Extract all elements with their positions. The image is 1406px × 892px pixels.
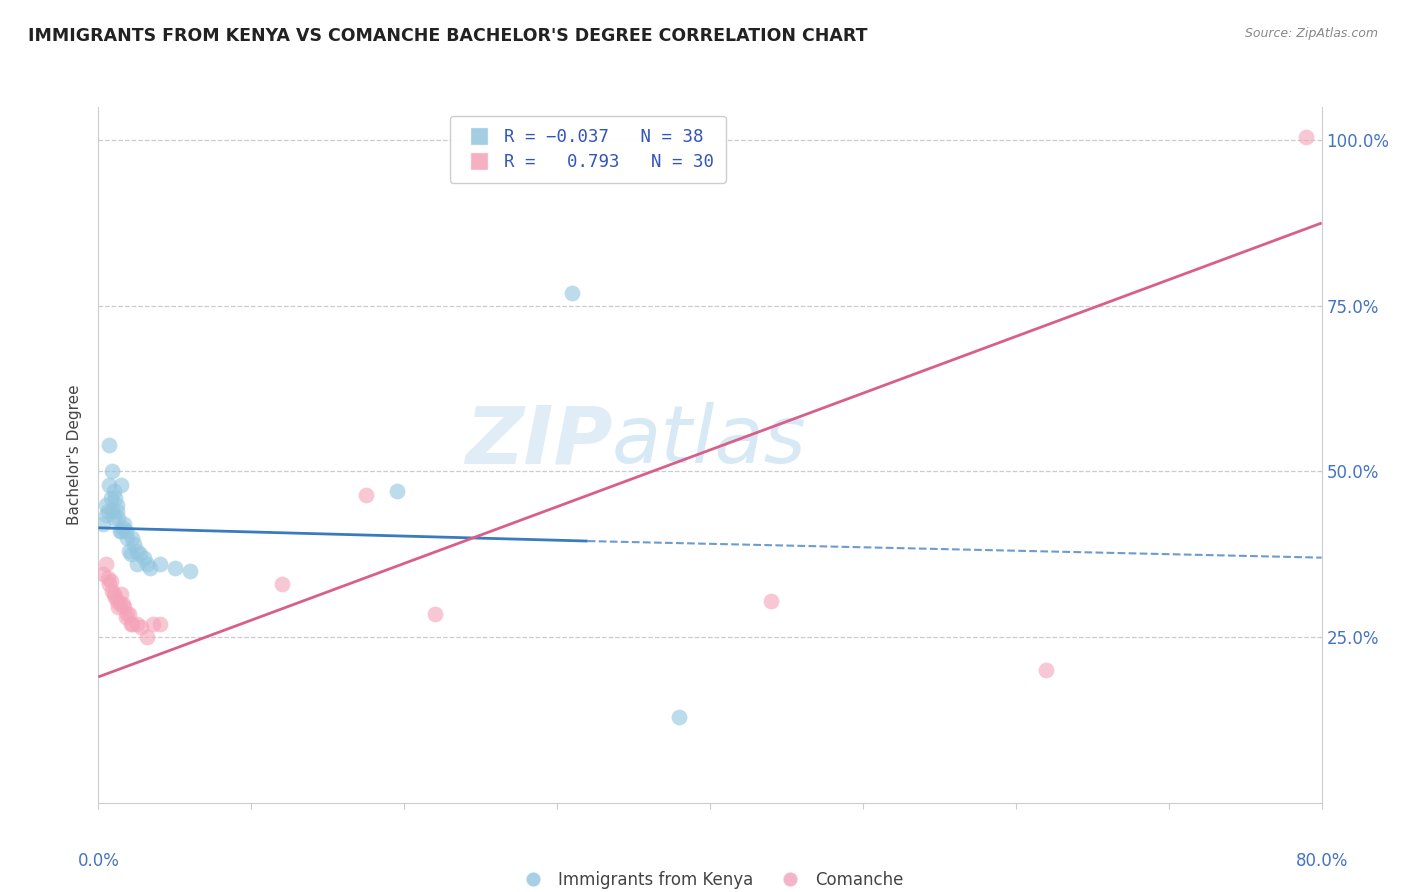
Point (103, 484, 125, 499)
Point (94, 508, 117, 522)
Point (125, 558, 148, 572)
Point (136, 630, 159, 644)
Text: Source: ZipAtlas.com: Source: ZipAtlas.com (1244, 27, 1378, 40)
Point (149, 616, 172, 631)
Point (97, 570, 120, 584)
Point (112, 517, 135, 532)
Point (1035, 663, 1057, 677)
Point (110, 477, 132, 491)
Point (91, 567, 114, 582)
Point (121, 531, 143, 545)
Point (101, 465, 124, 479)
Text: ZIP: ZIP (465, 402, 612, 480)
Point (117, 531, 139, 545)
Point (759, 593, 782, 607)
Point (105, 498, 128, 512)
Point (270, 577, 292, 591)
Legend: Immigrants from Kenya, Comanche: Immigrants from Kenya, Comanche (510, 864, 910, 892)
Y-axis label: Bachelor's Degree: Bachelor's Degree (67, 384, 83, 525)
Point (112, 600, 135, 615)
Point (100, 491, 122, 505)
Point (101, 504, 124, 518)
Point (98, 577, 121, 591)
Point (561, 285, 583, 300)
Point (125, 544, 148, 558)
Point (100, 574, 122, 588)
Point (115, 524, 138, 538)
Point (163, 560, 186, 574)
Point (179, 564, 201, 578)
Point (107, 511, 129, 525)
Point (97, 504, 120, 518)
Point (108, 524, 131, 538)
Point (111, 521, 134, 535)
Point (104, 591, 127, 605)
Point (354, 488, 377, 502)
Point (385, 484, 408, 499)
Point (104, 491, 127, 505)
Text: IMMIGRANTS FROM KENYA VS COMANCHE BACHELOR'S DEGREE CORRELATION CHART: IMMIGRANTS FROM KENYA VS COMANCHE BACHEL… (28, 27, 868, 45)
Point (105, 593, 128, 607)
Point (101, 583, 124, 598)
Point (136, 558, 159, 572)
Point (120, 547, 142, 561)
Point (103, 511, 125, 525)
Point (120, 616, 142, 631)
Point (108, 597, 131, 611)
Point (118, 607, 141, 621)
Point (142, 616, 165, 631)
Point (668, 709, 690, 723)
Point (98, 477, 121, 491)
Point (134, 550, 156, 565)
Text: atlas: atlas (612, 402, 807, 480)
Point (129, 620, 152, 634)
Text: 80.0%: 80.0% (1295, 853, 1348, 871)
Point (111, 597, 134, 611)
Point (115, 610, 138, 624)
Point (118, 544, 141, 558)
Point (1295, 129, 1317, 144)
Point (128, 547, 150, 561)
Point (125, 616, 148, 631)
Point (117, 607, 139, 621)
Point (94, 558, 117, 572)
Text: 0.0%: 0.0% (77, 853, 120, 871)
Point (110, 587, 132, 601)
Point (107, 600, 129, 615)
Point (122, 537, 145, 551)
Point (121, 616, 143, 631)
Point (110, 524, 132, 538)
Point (105, 504, 128, 518)
Point (423, 607, 446, 621)
Point (139, 560, 162, 574)
Point (91, 517, 114, 532)
Point (149, 558, 172, 572)
Point (103, 587, 125, 601)
Point (98, 438, 121, 452)
Point (94, 498, 117, 512)
